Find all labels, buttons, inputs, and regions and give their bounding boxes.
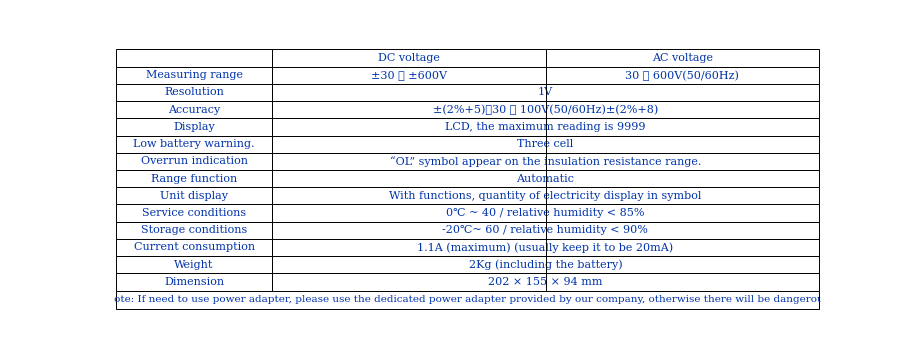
Bar: [116, 290, 818, 309]
Text: Storage conditions: Storage conditions: [141, 225, 247, 235]
Bar: [271, 187, 818, 204]
Text: 1.1A (maximum) (usually keep it to be 20mA): 1.1A (maximum) (usually keep it to be 20…: [417, 242, 672, 253]
Bar: [271, 136, 818, 153]
Text: Dimension: Dimension: [164, 277, 224, 287]
Bar: [271, 222, 818, 239]
Bar: [116, 84, 271, 101]
Text: ±30 ～ ±600V: ±30 ～ ±600V: [371, 70, 446, 80]
Bar: [116, 239, 271, 256]
Text: 1V: 1V: [537, 87, 552, 98]
Text: Overrun indication: Overrun indication: [140, 156, 247, 166]
Text: Display: Display: [173, 122, 215, 132]
Bar: [271, 84, 818, 101]
Bar: [271, 67, 546, 84]
Text: Service conditions: Service conditions: [142, 208, 246, 218]
Bar: [546, 49, 818, 67]
Bar: [271, 256, 818, 273]
Text: Measuring range: Measuring range: [146, 70, 242, 80]
Text: Note: If need to use power adapter, please use the dedicated power adapter provi: Note: If need to use power adapter, plea…: [106, 295, 828, 304]
Bar: [116, 67, 271, 84]
Bar: [116, 49, 271, 67]
Bar: [116, 222, 271, 239]
Bar: [271, 153, 818, 170]
Bar: [271, 49, 546, 67]
Bar: [116, 101, 271, 118]
Text: Low battery warning.: Low battery warning.: [133, 139, 254, 149]
Text: 202 × 155 × 94 mm: 202 × 155 × 94 mm: [487, 277, 602, 287]
Text: Weight: Weight: [174, 260, 213, 270]
Bar: [271, 170, 818, 187]
Text: With functions, quantity of electricity display in symbol: With functions, quantity of electricity …: [389, 191, 701, 201]
Bar: [116, 187, 271, 204]
Bar: [116, 170, 271, 187]
Bar: [546, 67, 818, 84]
Text: DC voltage: DC voltage: [378, 53, 439, 63]
Text: Automatic: Automatic: [516, 174, 574, 184]
Text: Accuracy: Accuracy: [168, 105, 220, 115]
Bar: [271, 239, 818, 256]
Text: ±(2%+5)；30 ～ 100V(50/60Hz)±(2%+8): ±(2%+5)；30 ～ 100V(50/60Hz)±(2%+8): [433, 104, 658, 115]
Text: 0℃ ~ 40 / relative humidity < 85%: 0℃ ~ 40 / relative humidity < 85%: [445, 208, 644, 218]
Text: 30 ～ 600V(50/60Hz): 30 ～ 600V(50/60Hz): [625, 70, 739, 81]
Text: Unit display: Unit display: [160, 191, 228, 201]
Bar: [116, 273, 271, 290]
Text: Three cell: Three cell: [517, 139, 573, 149]
Text: Resolution: Resolution: [164, 87, 224, 98]
Bar: [271, 118, 818, 136]
Bar: [116, 136, 271, 153]
Bar: [116, 153, 271, 170]
Bar: [271, 204, 818, 222]
Bar: [116, 256, 271, 273]
Text: AC voltage: AC voltage: [651, 53, 712, 63]
Text: LCD, the maximum reading is 9999: LCD, the maximum reading is 9999: [445, 122, 645, 132]
Bar: [116, 118, 271, 136]
Bar: [116, 204, 271, 222]
Text: Current consumption: Current consumption: [133, 242, 254, 252]
Text: “OL” symbol appear on the insulation resistance range.: “OL” symbol appear on the insulation res…: [389, 156, 701, 167]
Bar: [271, 273, 818, 290]
Bar: [271, 101, 818, 118]
Text: Range function: Range function: [151, 174, 237, 184]
Text: 2Kg (including the battery): 2Kg (including the battery): [468, 260, 621, 270]
Text: -20℃~ 60 / relative humidity < 90%: -20℃~ 60 / relative humidity < 90%: [442, 225, 648, 235]
